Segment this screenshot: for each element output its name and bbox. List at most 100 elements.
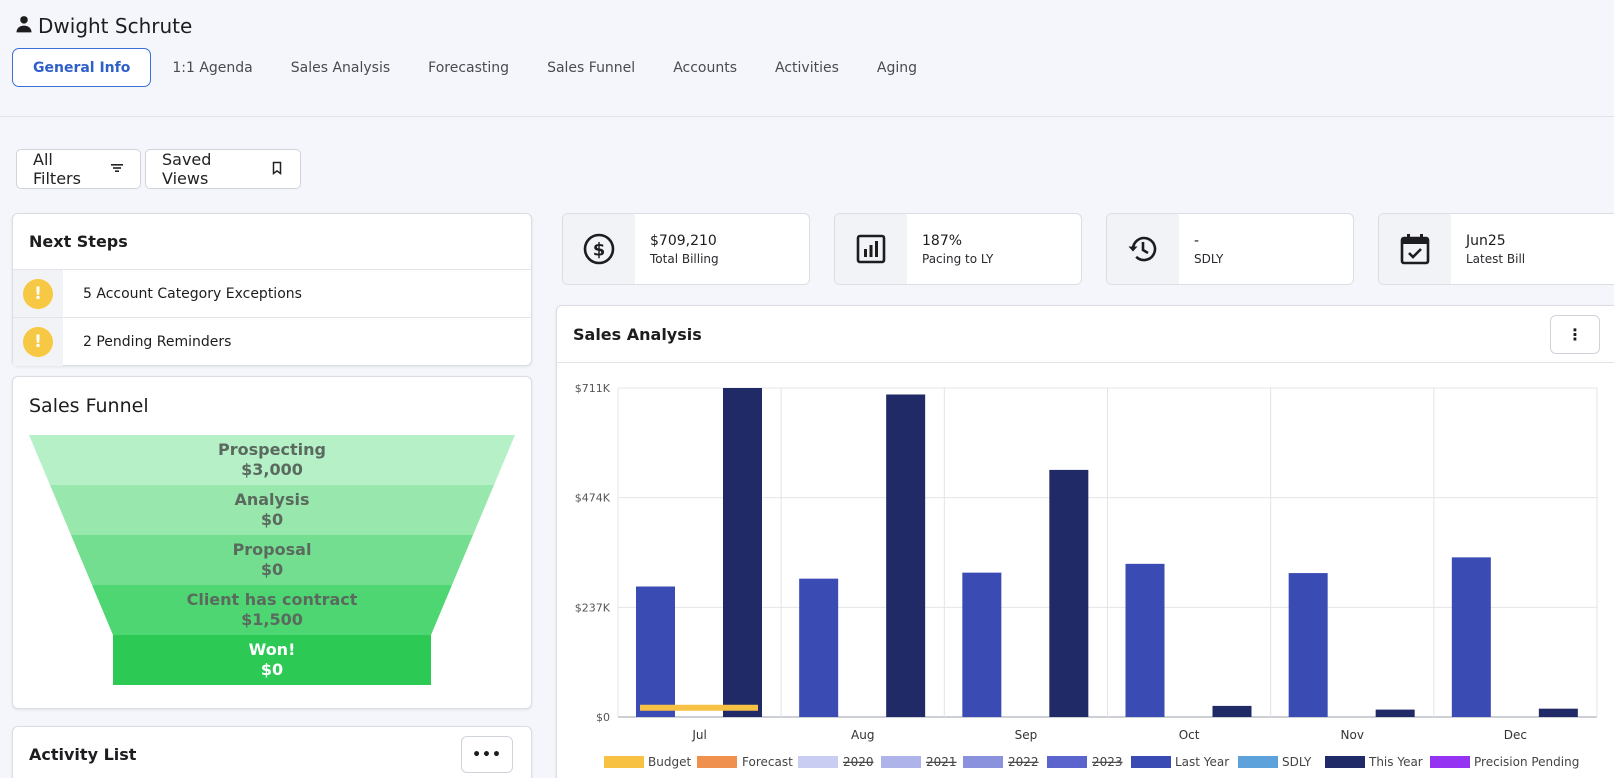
bar-this-year (723, 388, 762, 717)
funnel-stage-prospecting[interactable]: Prospecting $3,000 (29, 435, 515, 485)
sales-analysis-chart: $0 $237K $474K $711K Jul Aug Sep Oct Nov Dec Budge… (575, 382, 1598, 769)
tab-bar: General Info 1:1 Agenda Sales Analysis F… (12, 48, 936, 87)
legend-label: Forecast (742, 755, 793, 769)
legend-swatch (697, 756, 737, 768)
legend-swatch (1047, 756, 1087, 768)
bar-this-year (1375, 709, 1415, 717)
sales-analysis-card: Sales Analysis ⋮ $0 $237K $474K $711K Jul Aug… (556, 305, 1614, 778)
tab-accounts[interactable]: Accounts (673, 59, 738, 76)
all-filters-button[interactable]: All Filters (16, 149, 141, 189)
y-tick-label: $237K (575, 601, 611, 614)
funnel-stage-value: $0 (260, 510, 284, 529)
next-steps-card: Next Steps ! 5 Account Category Exceptio… (12, 213, 532, 366)
saved-views-button[interactable]: Saved Views (145, 149, 301, 189)
user-name: Dwight Schrute (38, 14, 193, 38)
more-vertical-icon: ⋮ (1567, 325, 1583, 344)
bar-last-year (636, 586, 675, 717)
funnel-stage-value: $1,500 (241, 610, 303, 629)
bar-last-year (799, 578, 839, 717)
legend-label: Precision Pending (1474, 755, 1579, 769)
next-step-icon-cell: ! (13, 318, 63, 366)
bar-this-year (886, 394, 926, 717)
bar-last-year (1451, 557, 1491, 717)
sales-analysis-menu-button[interactable]: ⋮ (1550, 315, 1600, 354)
next-steps-title: Next Steps (13, 214, 531, 270)
funnel-stage-value: $0 (260, 560, 284, 579)
tab-aging[interactable]: Aging (876, 59, 918, 76)
bar-this-year (1049, 469, 1089, 717)
legend-swatch (1131, 756, 1171, 768)
bar-this-year (1538, 708, 1578, 717)
next-step-text: 2 Pending Reminders (83, 334, 232, 350)
next-step-text: 5 Account Category Exceptions (83, 285, 302, 302)
legend-label: This Year (1368, 755, 1423, 769)
tab-sales-funnel[interactable]: Sales Funnel (547, 59, 636, 76)
budget-marker (640, 704, 758, 711)
user-heading: Dwight Schrute (14, 14, 192, 38)
x-tick-label: Oct (1179, 728, 1200, 742)
activity-list-title: Activity List (29, 745, 137, 764)
x-tick-label: Aug (851, 728, 874, 742)
funnel-stage-won[interactable]: Won! $0 (113, 635, 431, 685)
kpi-value: $709,210 (650, 232, 717, 249)
x-tick-label: Jul (691, 728, 706, 742)
tab-sales-analysis[interactable]: Sales Analysis (290, 59, 391, 76)
legend-label: 2022 (1008, 755, 1039, 769)
all-filters-label: All Filters (33, 150, 81, 188)
legend-swatch (963, 756, 1003, 768)
tab-one-on-one-agenda[interactable]: 1:1 Agenda (172, 59, 253, 76)
y-tick-label: $474K (575, 492, 611, 505)
legend-label: Last Year (1175, 755, 1229, 769)
kpi-label: SDLY (1194, 251, 1224, 266)
sales-analysis-title: Sales Analysis (557, 306, 1614, 363)
kpi-total-billing: $ $709,210 Total Billing (562, 213, 810, 285)
legend-label: Budget (648, 755, 691, 769)
legend-swatch (1430, 756, 1470, 768)
legend-label: 2021 (926, 755, 957, 769)
kpi-latest-bill: Jun25 Latest Bill (1378, 213, 1614, 285)
bar-chart-icon (835, 214, 907, 284)
funnel-stage-proposal[interactable]: Proposal $0 (71, 535, 473, 585)
svg-text:$: $ (593, 240, 606, 261)
kpi-sdly: - SDLY (1106, 213, 1354, 285)
next-step-item[interactable]: ! 2 Pending Reminders (13, 318, 531, 366)
calendar-check-icon (1379, 214, 1451, 284)
sales-funnel-card: Sales Funnel Prospecting $3,000 Analysis… (12, 376, 532, 709)
filter-lines-icon (110, 160, 124, 179)
history-icon (1107, 214, 1179, 284)
y-tick-label: $711K (575, 382, 611, 395)
funnel-stage-value: $3,000 (241, 460, 303, 479)
kpi-label: Latest Bill (1466, 251, 1526, 266)
funnel-stage-name: Proposal (232, 540, 312, 559)
page-header: Dwight Schrute General Info 1:1 Agenda S… (0, 0, 1614, 117)
legend-label: 2020 (843, 755, 874, 769)
sales-funnel-title: Sales Funnel (29, 395, 149, 417)
legend-swatch (1238, 756, 1278, 768)
next-step-icon-cell: ! (13, 270, 63, 317)
tab-activities[interactable]: Activities (775, 59, 839, 76)
funnel-stage-name: Client has contract (186, 590, 358, 609)
bar-last-year (1288, 573, 1328, 717)
bar-this-year (1212, 705, 1252, 717)
funnel-stage-client-has-contract[interactable]: Client has contract $1,500 (92, 585, 452, 635)
activity-list-menu-button[interactable]: ••• (461, 736, 513, 773)
bookmark-icon (270, 160, 284, 179)
kpi-label: Pacing to LY (922, 251, 994, 266)
activity-list-card: Activity List ••• (12, 726, 532, 778)
warning-icon: ! (23, 327, 53, 357)
bar-last-year (1125, 563, 1165, 717)
dollar-icon: $ (563, 214, 635, 284)
kpi-value: Jun25 (1466, 232, 1506, 249)
tab-forecasting[interactable]: Forecasting (428, 59, 510, 76)
next-step-item[interactable]: ! 5 Account Category Exceptions (13, 270, 531, 318)
bar-last-year (962, 572, 1002, 717)
x-tick-label: Sep (1015, 728, 1038, 742)
legend-label: SDLY (1282, 755, 1312, 769)
person-icon (14, 14, 34, 38)
legend-swatch (881, 756, 921, 768)
funnel-stage-analysis[interactable]: Analysis $0 (50, 485, 494, 535)
warning-icon: ! (23, 278, 53, 309)
tab-general-info[interactable]: General Info (12, 48, 152, 87)
y-tick-label: $0 (596, 711, 610, 724)
funnel-stage-name: Won! (248, 640, 296, 659)
